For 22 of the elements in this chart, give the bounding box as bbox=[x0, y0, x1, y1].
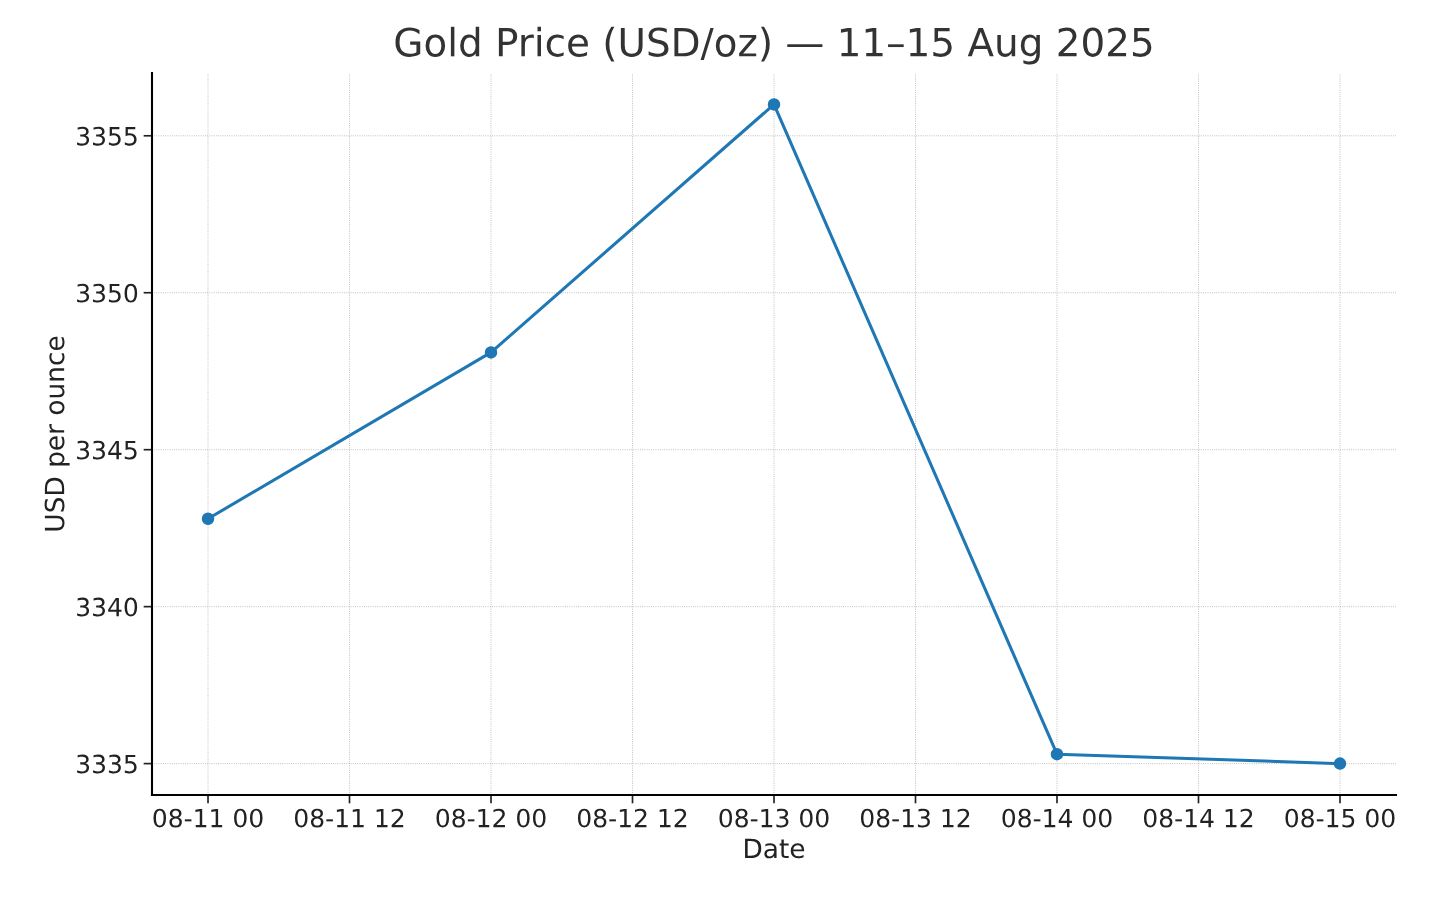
x-tick-label: 08-11 00 bbox=[153, 808, 263, 828]
point bbox=[1050, 747, 1064, 761]
y-tick-label: 3355 bbox=[77, 126, 137, 146]
y-axis-title: USD per ounce bbox=[44, 336, 70, 531]
x-tick-label: 08-13 12 bbox=[860, 808, 970, 828]
point bbox=[484, 346, 498, 359]
y-tick-label: 3345 bbox=[77, 440, 137, 460]
x-tick-label: 08-11 12 bbox=[294, 808, 404, 828]
y-tick-label: 3350 bbox=[77, 283, 138, 303]
x-tick-label: 08-14 12 bbox=[1143, 808, 1253, 828]
x-tick-label: 08-13 00 bbox=[719, 808, 829, 828]
y-tick-label: 3335 bbox=[77, 754, 137, 774]
x-tick-label: 08-15 00 bbox=[1285, 808, 1395, 828]
x-tick-label: 08-12 12 bbox=[577, 808, 687, 828]
point bbox=[1333, 757, 1347, 770]
chart-title: Gold Price (USD/oz) — 11–15 Aug 2025 bbox=[395, 26, 1152, 65]
x-tick-label: 08-14 00 bbox=[1002, 808, 1112, 828]
x-tick-label: 08-12 00 bbox=[436, 808, 546, 828]
point bbox=[201, 512, 215, 526]
x-axis-title: Date bbox=[745, 838, 805, 859]
point bbox=[767, 98, 781, 111]
y-tick-label: 3340 bbox=[77, 597, 138, 617]
